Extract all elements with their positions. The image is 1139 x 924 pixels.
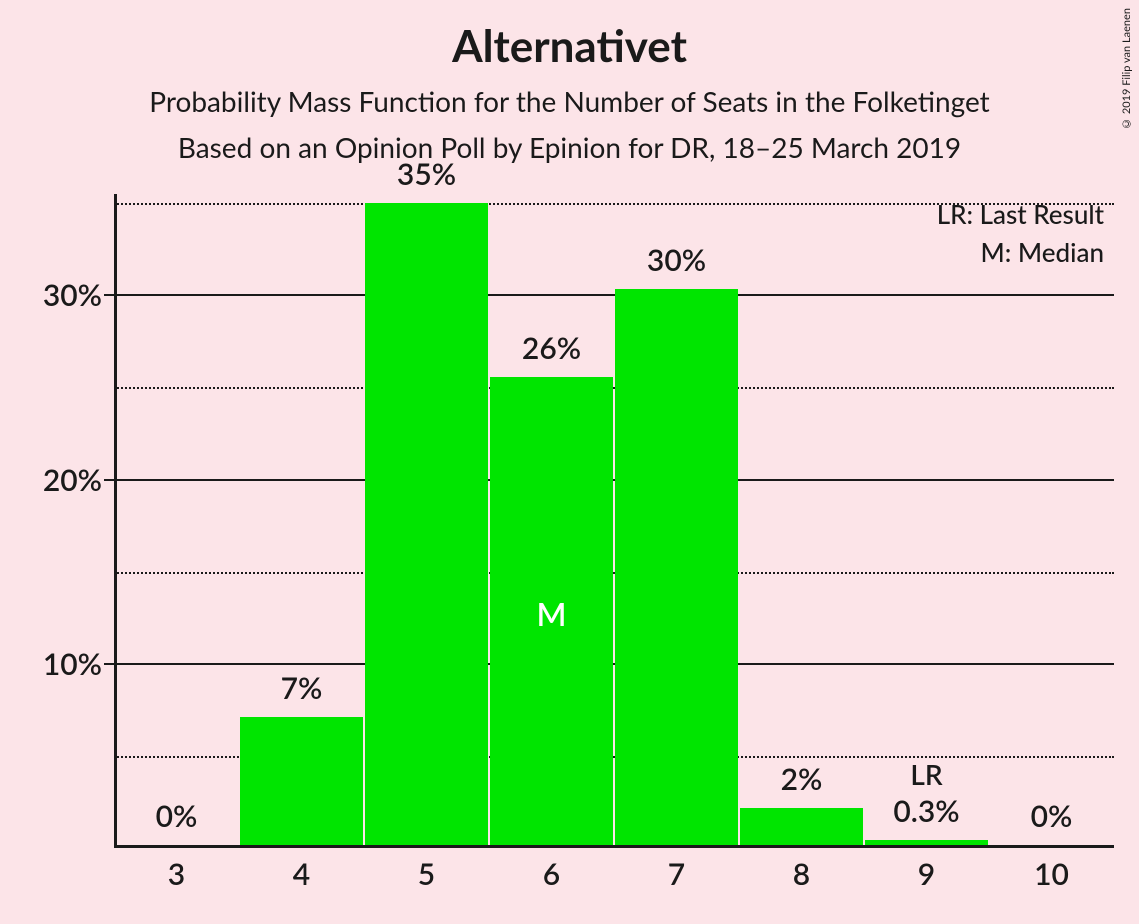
legend-m: M: Median — [937, 236, 1104, 268]
median-marker: M — [537, 594, 567, 633]
chart-legend: LR: Last Result M: Median — [937, 198, 1104, 274]
y-axis-label: 30% — [43, 277, 102, 313]
y-axis-line — [114, 194, 117, 848]
gridline-minor — [114, 572, 1114, 574]
x-axis-label: 3 — [168, 856, 185, 892]
bar — [240, 717, 363, 845]
gridline-major — [114, 294, 1114, 296]
bar — [740, 808, 863, 845]
y-axis-label: 20% — [43, 462, 102, 498]
bar — [365, 203, 488, 845]
x-axis-line — [114, 845, 1114, 848]
copyright-notice: © 2019 Filip van Laenen — [1120, 8, 1133, 130]
x-axis-label: 7 — [668, 856, 685, 892]
bar-value-label: 0% — [156, 798, 198, 834]
y-tick — [104, 479, 114, 481]
bar-value-label: 26% — [522, 330, 581, 366]
gridline-major — [114, 479, 1114, 481]
lr-annotation: LR — [910, 757, 942, 791]
x-axis-label: 10 — [1034, 856, 1069, 892]
y-axis-label: 10% — [43, 646, 102, 682]
bar-value-label: 2% — [781, 761, 823, 797]
bar-value-label: 7% — [281, 670, 323, 706]
x-axis-label: 5 — [418, 856, 435, 892]
bar-value-label: 30% — [647, 242, 706, 278]
chart-title: Alternativet — [0, 0, 1139, 72]
bar — [615, 289, 738, 845]
x-axis-label: 8 — [793, 856, 810, 892]
chart-plot-area: LR: Last Result M: Median 0%7%35%26%M30%… — [114, 194, 1114, 848]
bar-value-label: 0.3% — [893, 793, 959, 829]
y-tick — [104, 294, 114, 296]
gridline-minor — [114, 203, 1114, 205]
chart-subtitle-1: Probability Mass Function for the Number… — [0, 84, 1139, 118]
chart-subtitle-2: Based on an Opinion Poll by Epinion for … — [0, 130, 1139, 164]
y-tick — [104, 663, 114, 665]
gridline-major — [114, 663, 1114, 665]
x-axis-label: 4 — [293, 856, 310, 892]
gridline-minor — [114, 387, 1114, 389]
x-axis-label: 6 — [543, 856, 560, 892]
bar-value-label: 0% — [1031, 798, 1073, 834]
bar-value-label: 35% — [397, 156, 456, 192]
x-axis-label: 9 — [918, 856, 935, 892]
bar — [865, 840, 988, 846]
